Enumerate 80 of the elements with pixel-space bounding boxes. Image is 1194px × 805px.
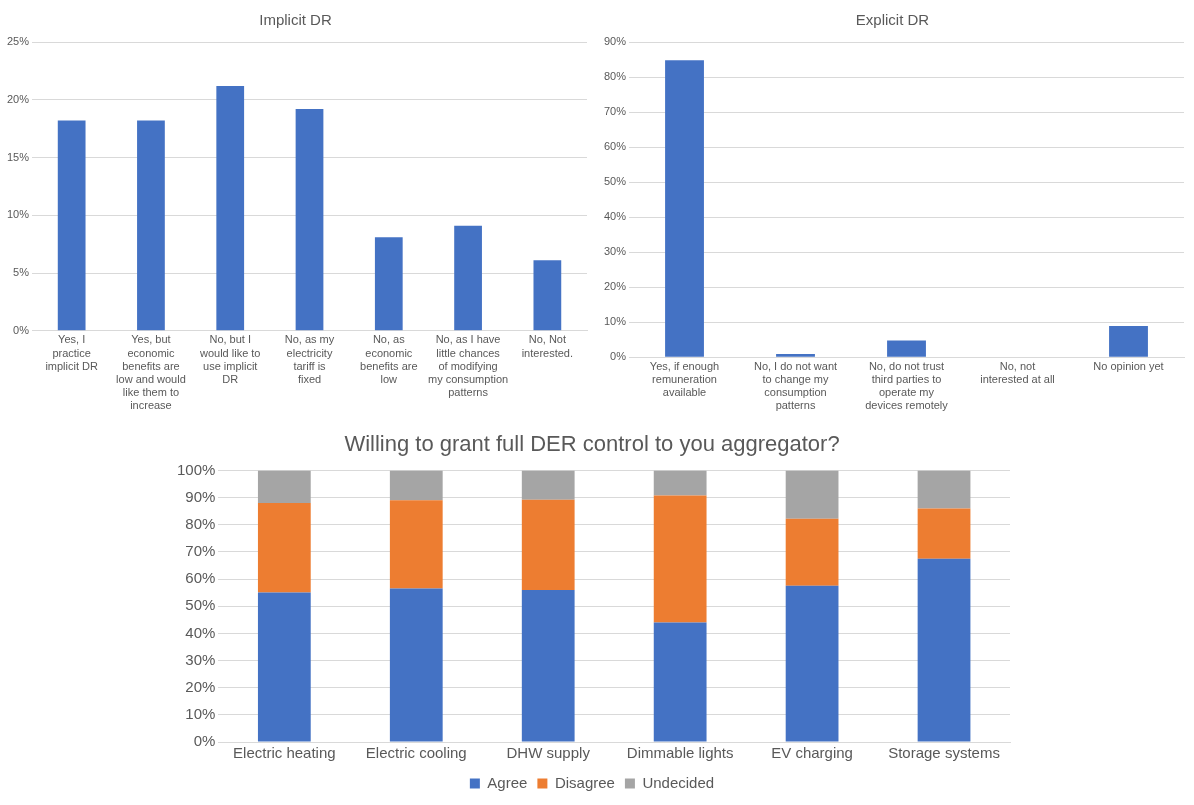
y-tick-label: 70% <box>603 105 627 118</box>
y-tick-label: 5% <box>13 266 30 279</box>
bar <box>665 60 704 357</box>
chart-title: Implicit DR <box>259 11 332 29</box>
x-tick-label: Electric heating <box>233 744 336 762</box>
x-tick-label: No, as I have little chances of modifying my consumption patterns <box>428 333 509 399</box>
x-tick-label: No, as my electricity tariff is fixed <box>284 333 335 386</box>
bar <box>533 260 562 331</box>
bar <box>521 589 575 742</box>
bar <box>295 109 324 331</box>
x-tick-label: Storage systems <box>888 744 1000 762</box>
bar <box>521 470 575 500</box>
x-tick-label: No, but I would like to use implicit DR <box>198 333 261 386</box>
y-tick-label: 90% <box>603 35 627 48</box>
y-tick-label: 40% <box>603 210 627 223</box>
bar <box>887 340 926 357</box>
bar <box>653 470 707 496</box>
x-tick-label: Yes, if enough remuneration available <box>649 359 720 399</box>
y-tick-label: 90% <box>185 487 216 505</box>
x-tick-label: Yes, I practice implicit DR <box>45 333 98 372</box>
x-tick-label: EV charging <box>771 744 853 762</box>
y-tick-label: 30% <box>603 245 627 258</box>
legend-label: Agree <box>487 773 528 791</box>
y-tick-label: 20% <box>185 677 216 695</box>
bar <box>785 585 839 742</box>
y-tick-label: 0% <box>193 732 216 750</box>
y-tick-label: 10% <box>185 704 216 722</box>
y-tick-label: 40% <box>185 623 216 641</box>
bar <box>785 518 839 586</box>
y-tick-label: 0% <box>610 350 627 363</box>
y-tick-label: 100% <box>176 460 216 478</box>
bar <box>257 592 311 742</box>
legend-label: Disagree <box>554 773 615 791</box>
y-tick-label: 15% <box>6 150 30 163</box>
bar <box>785 470 839 519</box>
x-tick-label: No, I do not want to change my consumption patterns <box>753 359 838 412</box>
x-tick-label: Dimmable lights <box>626 744 734 762</box>
bar <box>389 500 443 589</box>
y-tick-label: 20% <box>603 280 627 293</box>
y-tick-label: 80% <box>185 514 216 532</box>
bar <box>216 85 245 331</box>
x-tick-label: Yes, but economic benefits are low and would like them to increase <box>116 333 186 412</box>
bar <box>917 558 971 742</box>
bar <box>389 470 443 501</box>
legend-label: Undecided <box>642 773 715 791</box>
bar <box>57 120 86 331</box>
x-tick-label: No, Not interested. <box>521 333 574 359</box>
y-tick-label: 30% <box>185 650 216 668</box>
x-tick-label: No, not interested at all <box>980 359 1055 386</box>
y-tick-label: 60% <box>603 140 627 153</box>
y-tick-label: 70% <box>185 542 216 560</box>
bar <box>454 225 482 331</box>
x-tick-label: No, do not trust third parties to operate my devices remotely <box>865 359 949 412</box>
x-tick-label: No, as economic benefits are low <box>360 333 418 386</box>
bar <box>374 237 403 331</box>
bar <box>257 470 311 503</box>
bar <box>917 470 971 509</box>
bar <box>653 495 707 623</box>
y-tick-label: 0% <box>13 323 30 336</box>
chart-title: Willing to grant full DER control to you aggregator? <box>344 431 840 457</box>
bar <box>653 622 707 742</box>
bar <box>137 120 165 331</box>
bar <box>389 588 443 742</box>
bar <box>257 502 311 593</box>
x-tick-label: DHW supply <box>506 744 591 762</box>
y-tick-label: 50% <box>603 175 627 188</box>
x-tick-label: Electric cooling <box>365 744 467 762</box>
y-tick-label: 25% <box>6 35 30 48</box>
bar <box>917 508 971 559</box>
y-tick-label: 10% <box>603 315 627 328</box>
y-tick-label: 80% <box>603 70 627 83</box>
y-tick-label: 50% <box>185 596 216 614</box>
bar <box>521 499 575 590</box>
x-tick-label: No opinion yet <box>1093 359 1164 372</box>
y-tick-label: 60% <box>185 569 216 587</box>
chart-title: Explicit DR <box>855 11 930 29</box>
bar <box>776 354 815 357</box>
y-tick-label: 20% <box>6 92 30 105</box>
bar <box>1109 326 1148 357</box>
y-tick-label: 10% <box>6 208 30 221</box>
